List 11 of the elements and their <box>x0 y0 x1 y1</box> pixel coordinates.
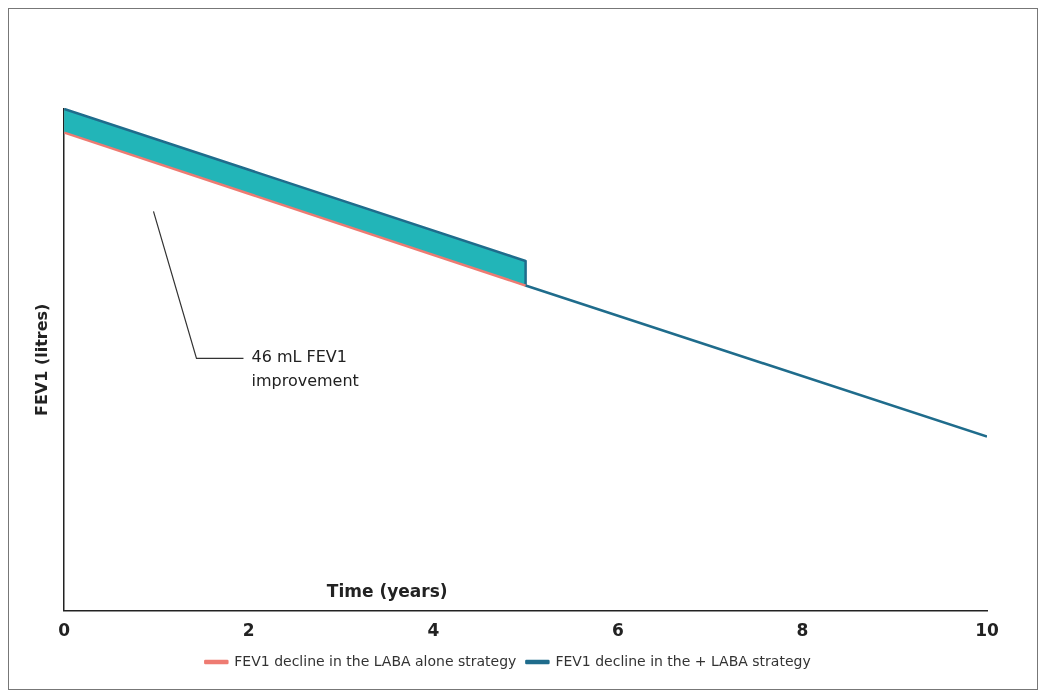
legend-label: FEV1 decline in the LABA alone strategy <box>234 652 517 669</box>
x-tick-label: 10 <box>975 620 999 641</box>
x-axis-title: Time (years) <box>326 580 448 601</box>
x-tick-label: 2 <box>242 620 255 641</box>
x-tick-label: 4 <box>427 620 440 641</box>
x-tick-label: 0 <box>58 620 71 641</box>
x-tick-label: 8 <box>796 620 809 641</box>
y-axis-title: FEV1 (litres) <box>31 303 51 417</box>
annotation: 46 mL FEV1 improvement <box>251 347 359 391</box>
x-tick-label: 6 <box>611 620 624 641</box>
legend-label: FEV1 decline in the + LABA strategy <box>555 652 811 669</box>
